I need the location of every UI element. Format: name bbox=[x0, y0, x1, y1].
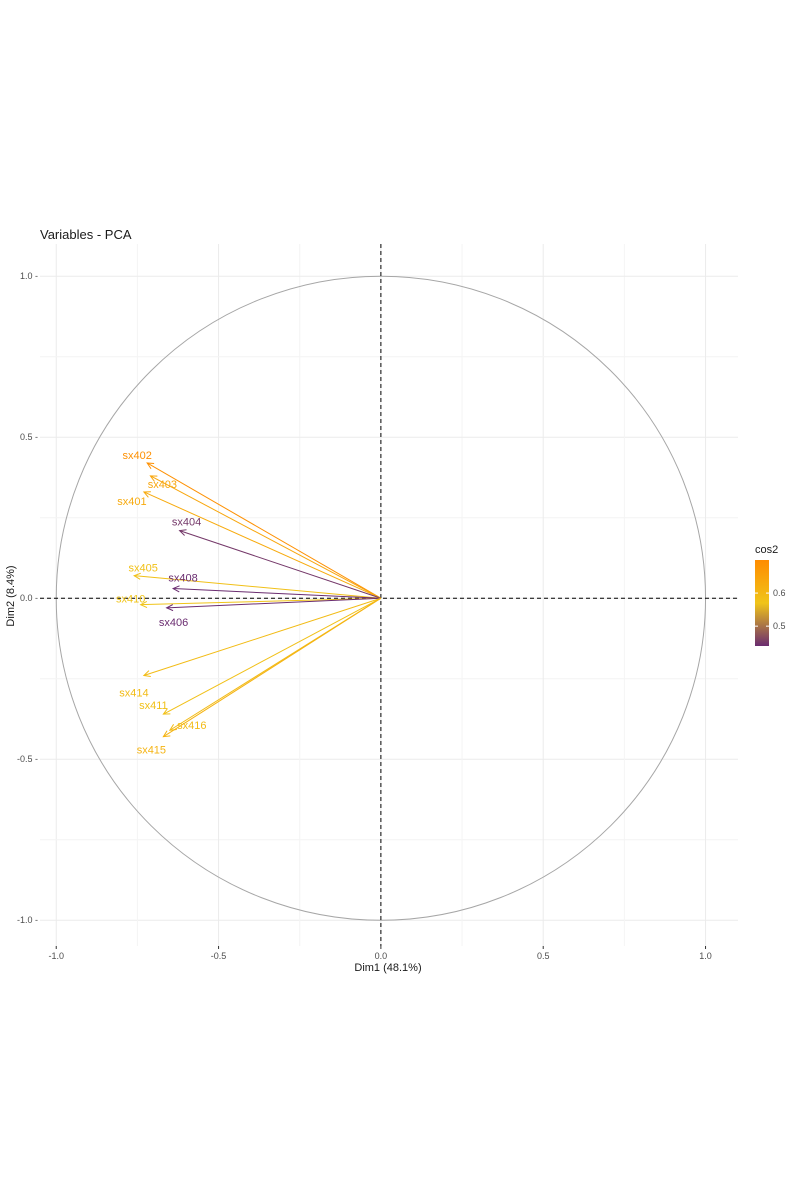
variable-label-sx401: sx401 bbox=[117, 496, 146, 508]
variable-label-sx403: sx403 bbox=[148, 479, 177, 491]
x-tick-label: 0.5 bbox=[537, 951, 550, 961]
x-tick-label: 0.0 bbox=[375, 951, 388, 961]
arrow-shaft bbox=[150, 475, 382, 599]
arrow-shaft bbox=[134, 575, 381, 599]
arrow-shaft bbox=[146, 462, 382, 599]
legend-tick-label: 0.5 bbox=[773, 621, 786, 631]
arrow-head bbox=[171, 585, 180, 593]
y-axis-ticks: -1.0 - -0.5 - 0.0 - 0.5 - 1.0 - bbox=[17, 271, 38, 925]
variable-label-sx404: sx404 bbox=[172, 517, 201, 529]
x-axis-ticks: -1.0 -0.5 0.0 0.5 1.0 bbox=[48, 946, 712, 961]
arrow-head bbox=[165, 604, 174, 612]
variable-arrow-sx408 bbox=[171, 585, 381, 599]
legend-colorbar bbox=[755, 560, 769, 646]
arrow-head bbox=[139, 601, 148, 608]
variable-label-sx414: sx414 bbox=[119, 688, 148, 700]
arrow-head bbox=[178, 529, 187, 536]
variable-label-sx415: sx415 bbox=[137, 745, 166, 757]
legend-title: cos2 bbox=[755, 544, 778, 556]
y-tick-label: 0.0 - bbox=[20, 593, 38, 603]
variable-arrows bbox=[133, 462, 382, 738]
variable-label-sx402: sx402 bbox=[122, 450, 151, 462]
x-axis-label: Dim1 (48.1%) bbox=[354, 962, 421, 974]
arrow-head bbox=[133, 572, 141, 580]
x-tick-label: -0.5 bbox=[211, 951, 227, 961]
arrow-shaft bbox=[143, 597, 382, 676]
variable-arrow-sx411 bbox=[162, 597, 382, 715]
arrow-head bbox=[142, 491, 151, 498]
y-tick-label: -0.5 - bbox=[17, 754, 38, 764]
variable-arrow-sx414 bbox=[142, 597, 382, 677]
arrow-head bbox=[142, 670, 151, 677]
variable-arrow-sx404 bbox=[178, 529, 382, 599]
variable-label-sx411: sx411 bbox=[139, 700, 168, 712]
variable-arrow-sx406 bbox=[165, 597, 381, 612]
arrow-shaft bbox=[140, 597, 381, 606]
arrow-head bbox=[162, 730, 171, 738]
arrow-shaft bbox=[143, 491, 382, 599]
variable-arrow-sx402 bbox=[146, 462, 382, 599]
y-tick-label: -1.0 - bbox=[17, 915, 38, 925]
legend-ticks: 0.5 0.6 bbox=[755, 588, 786, 631]
variable-arrow-sx401 bbox=[142, 491, 382, 599]
legend: cos2 0.5 0.6 bbox=[755, 544, 786, 646]
variable-arrow-sx405 bbox=[133, 572, 381, 599]
y-axis-label: Dim2 (8.4%) bbox=[5, 565, 17, 626]
y-tick-label: 1.0 - bbox=[20, 271, 38, 281]
variable-arrow-sx403 bbox=[149, 475, 382, 599]
arrow-shaft bbox=[166, 597, 381, 609]
variable-label-sx416: sx416 bbox=[177, 720, 206, 732]
chart-title: Variables - PCA bbox=[40, 227, 132, 242]
arrow-head bbox=[146, 462, 155, 470]
variable-arrow-sx415 bbox=[162, 597, 382, 738]
arrow-shaft bbox=[173, 588, 381, 599]
variable-label-sx406: sx406 bbox=[159, 617, 188, 629]
y-tick-label: 0.5 - bbox=[20, 432, 38, 442]
arrow-shaft bbox=[163, 597, 382, 715]
arrow-head bbox=[162, 708, 171, 715]
variable-label-sx410: sx410 bbox=[116, 594, 145, 606]
arrow-shaft bbox=[163, 597, 382, 738]
variable-arrow-sx410 bbox=[139, 597, 381, 608]
x-tick-label: 1.0 bbox=[699, 951, 712, 961]
arrow-head bbox=[149, 475, 158, 482]
reference-lines bbox=[40, 244, 738, 946]
arrow-shaft bbox=[179, 530, 382, 599]
legend-tick-label: 0.6 bbox=[773, 588, 786, 598]
variable-label-sx405: sx405 bbox=[128, 563, 157, 575]
variable-label-sx408: sx408 bbox=[168, 573, 197, 585]
x-tick-label: -1.0 bbox=[48, 951, 64, 961]
